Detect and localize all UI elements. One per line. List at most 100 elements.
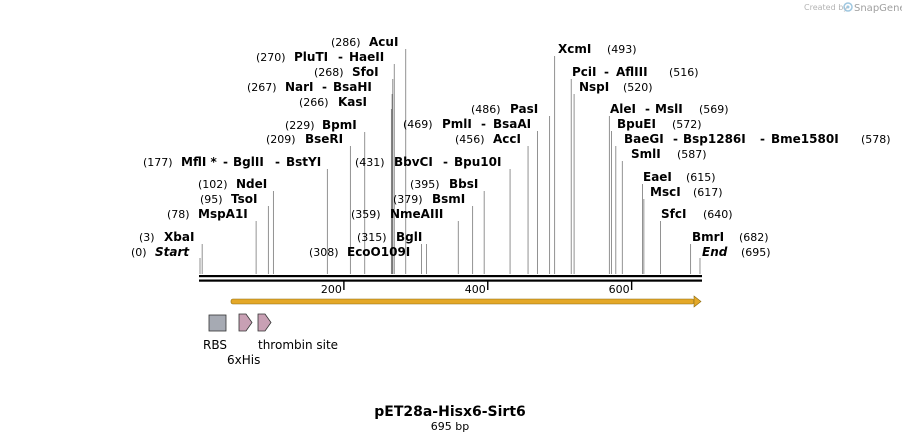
name-separator: - <box>275 155 280 169</box>
ruler-tick-label: 600 <box>609 283 630 296</box>
site-label-sfci: SfcI (640) <box>661 207 733 221</box>
site-label-nspi: NspI (520) <box>579 80 653 94</box>
site-position: (267) <box>247 81 277 94</box>
site-label-xcmi: XcmI (493) <box>558 42 637 56</box>
site-label-bpmi: (229) BpmI <box>285 118 357 132</box>
enzyme-name-smli: SmlI <box>631 147 661 161</box>
enzyme-name-baegi: BaeGI <box>624 132 664 146</box>
site-position: (359) <box>351 208 381 221</box>
site-label-pluti: (270) PluTI - HaeII <box>256 50 384 64</box>
feature-6xhis: 6xHis <box>227 313 260 367</box>
enzyme-name-nspi: NspI <box>579 80 609 94</box>
feature-rbs: RBS <box>203 314 227 352</box>
site-label-nmeaiii: (359) NmeAIII <box>351 207 443 221</box>
site-position: (0) <box>131 246 147 259</box>
enzyme-name-bme1580i: Bme1580I <box>771 132 839 146</box>
site-position: (395) <box>410 178 440 191</box>
site-label-bgli: (315) BglI <box>357 230 422 244</box>
name-separator: - <box>322 80 327 94</box>
enzyme-name-msci: MscI <box>650 185 681 199</box>
name-separator: - <box>604 65 609 79</box>
credit-created-by: Created by <box>804 3 848 12</box>
site-labels: (286) AcuI (270) PluTI - HaeII (268) Sfo… <box>131 35 891 259</box>
enzyme-name-kasi: KasI <box>338 95 367 109</box>
site-label-pmli: (469) PmlI - BsaAI <box>403 117 531 131</box>
site-leader-lines <box>199 49 701 274</box>
enzyme-name-bpuei: BpuEI <box>617 117 656 131</box>
feature-label-thrombin-site: thrombin site <box>258 338 338 352</box>
enzyme-name-pasi: PasI <box>510 102 538 116</box>
site-label-acci: (456) AccI <box>455 132 521 146</box>
enzyme-name-bpu10i: Bpu10I <box>454 155 501 169</box>
site-position: (520) <box>623 81 653 94</box>
site-label-msci: MscI (617) <box>650 185 723 199</box>
enzyme-name-eaei: EaeI <box>643 170 672 184</box>
site-position: (177) <box>143 156 173 169</box>
site-label-pcii: PciI - AflIII (516) <box>572 65 699 79</box>
site-label-bbsi: (395) BbsI <box>410 177 478 191</box>
site-position: (268) <box>314 66 344 79</box>
snapgene-logo-icon <box>843 2 853 12</box>
enzyme-name-sfoi: SfoI <box>352 65 379 79</box>
enzyme-name-bgli: BglI <box>396 230 422 244</box>
credit-brand: SnapGene <box>854 3 902 14</box>
enzyme-name-nmeaiii: NmeAIII <box>390 207 443 221</box>
enzyme-name-nari: NarI <box>285 80 314 94</box>
site-position: (266) <box>299 96 329 109</box>
ruler-ticks: 200 400 600 <box>321 281 633 296</box>
sequence-start-label: Start <box>155 245 190 259</box>
map-title: pET28a-Hisx6-Sirt6 <box>374 404 526 420</box>
site-position: (572) <box>672 118 702 131</box>
site-position: (486) <box>471 103 501 116</box>
site-label-baegi: BaeGI - Bsp1286I - Bme1580I (578) <box>624 132 891 146</box>
enzyme-name-acci: AccI <box>493 132 521 146</box>
site-label-start: (0) Start <box>131 245 190 259</box>
site-position: (315) <box>357 231 387 244</box>
enzyme-name-bsahi: BsaHI <box>333 80 372 94</box>
enzyme-name-bseri: BseRI <box>305 132 343 146</box>
site-position: (617) <box>693 186 723 199</box>
name-separator: - <box>443 155 448 169</box>
site-position: (695) <box>741 246 771 259</box>
site-label-bbvci: (431) BbvCI - Bpu10I <box>355 155 501 169</box>
site-position: (516) <box>669 66 699 79</box>
name-separator: - <box>760 132 765 146</box>
site-label-ecoo109i: (308) EcoO109I <box>309 245 410 259</box>
site-label-pasi: (486) PasI <box>471 102 538 116</box>
enzyme-name-bbvci: BbvCI <box>394 155 433 169</box>
snapgene-credit: Created by SnapGene <box>804 2 902 14</box>
enzyme-name-mspa1i: MspA1I <box>198 207 248 221</box>
feature-thrombin-site: thrombin site <box>257 313 338 352</box>
site-position: (286) <box>331 36 361 49</box>
sequence-end-label: End <box>702 245 728 259</box>
site-label-sfoi: (268) SfoI <box>314 65 379 79</box>
site-position: (615) <box>686 171 716 184</box>
site-position: (95) <box>200 193 223 206</box>
enzyme-name-bsp1286i: Bsp1286I <box>683 132 746 146</box>
site-label-ndei: (102) NdeI <box>198 177 267 191</box>
name-separator: - <box>645 102 650 116</box>
site-position: (3) <box>139 231 155 244</box>
site-position: (270) <box>256 51 286 64</box>
enzyme-name-bglii: BglII <box>233 155 264 169</box>
enzyme-name-haeii: HaeII <box>349 50 384 64</box>
site-label-kasi: (266) KasI <box>299 95 367 109</box>
site-position: (682) <box>739 231 769 244</box>
map-length: 695 bp <box>431 420 469 433</box>
site-label-alei: AleI - MslI (569) <box>610 102 729 116</box>
enzyme-name-alei: AleI <box>610 102 636 116</box>
enzyme-name-bsaai: BsaAI <box>493 117 531 131</box>
name-separator: - <box>673 132 678 146</box>
site-label-nari: (267) NarI - BsaHI <box>247 80 372 94</box>
orf-arrow <box>230 295 702 308</box>
enzyme-name-bpmi: BpmI <box>322 118 357 132</box>
site-position: (308) <box>309 246 339 259</box>
enzyme-name-pcii: PciI <box>572 65 597 79</box>
site-label-eaei: EaeI (615) <box>643 170 716 184</box>
site-label-bmri: BmrI (682) <box>692 230 769 244</box>
feature-label-6xhis: 6xHis <box>227 353 260 367</box>
enzyme-name-mfli: MflI * <box>181 155 217 169</box>
site-position: (578) <box>861 133 891 146</box>
enzyme-name-bstyi: BstYI <box>286 155 321 169</box>
